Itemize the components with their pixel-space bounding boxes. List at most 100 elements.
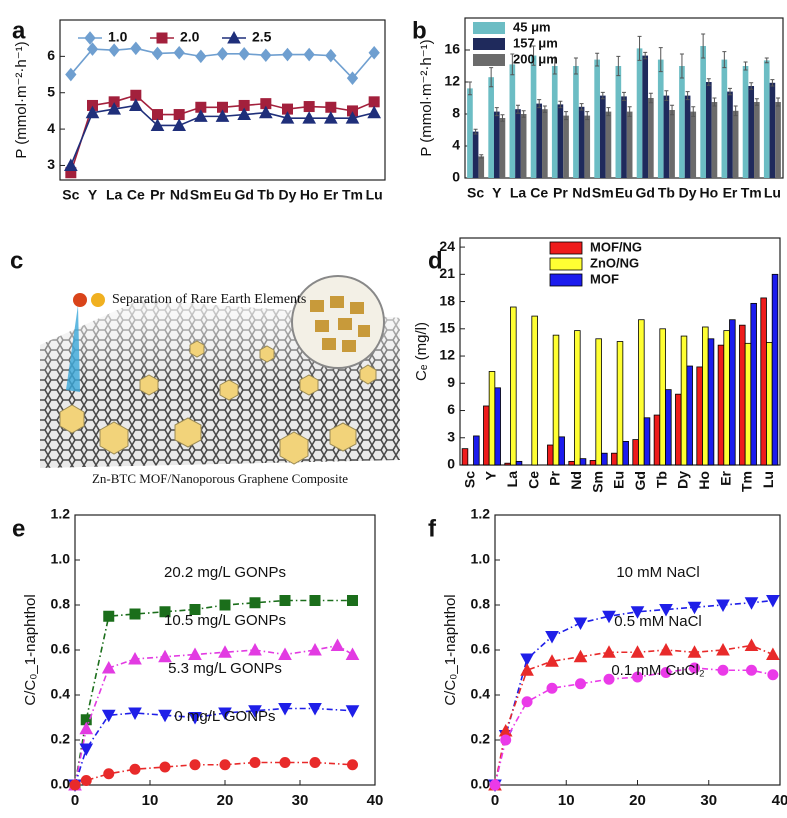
illustration-caption: Zn-BTC MOF/Nanoporous Graphene Composite bbox=[92, 471, 348, 486]
error-bar bbox=[542, 105, 547, 113]
x-tick-label: Nd bbox=[572, 185, 591, 201]
series-label: 10.5 mg/L GONPs bbox=[164, 612, 286, 629]
marker bbox=[189, 759, 201, 771]
marker bbox=[248, 642, 262, 656]
marker bbox=[347, 595, 358, 606]
error-bar bbox=[776, 97, 781, 107]
x-tick-label: Sc bbox=[461, 471, 477, 488]
legend-label: 45 μm bbox=[513, 19, 551, 34]
bar bbox=[771, 273, 779, 466]
panel-label: c bbox=[10, 247, 23, 274]
x-tick-label: Tm bbox=[342, 187, 363, 203]
series-label: 20.2 mg/L GONPs bbox=[164, 564, 286, 581]
y-axis-label: C/C₀_1-naphthol bbox=[22, 594, 39, 705]
y-tick-label: 0.8 bbox=[471, 596, 491, 612]
error-bar bbox=[701, 33, 706, 59]
error-bar bbox=[770, 79, 775, 87]
x-tick-label: Tb bbox=[653, 471, 669, 488]
marker bbox=[151, 46, 164, 61]
marker bbox=[309, 595, 321, 606]
panel-label: a bbox=[12, 17, 26, 44]
series-line bbox=[494, 667, 774, 786]
x-tick-label: Ce bbox=[525, 471, 541, 489]
marker bbox=[159, 606, 171, 618]
marker bbox=[368, 45, 380, 60]
y-axis-label: P (mmol·m⁻²·h⁻¹) bbox=[13, 41, 30, 158]
marker bbox=[128, 651, 142, 665]
error-bar bbox=[494, 107, 499, 117]
x-tick-label: 30 bbox=[700, 792, 717, 809]
legend-label: 157 μm bbox=[513, 35, 558, 50]
bar bbox=[611, 452, 618, 466]
x-tick-label: Tm bbox=[741, 185, 762, 201]
error-bar bbox=[749, 82, 754, 90]
error-bar bbox=[579, 103, 584, 111]
marker bbox=[603, 673, 615, 685]
marker bbox=[630, 606, 645, 619]
bar bbox=[558, 436, 565, 466]
bar bbox=[686, 365, 693, 466]
bar bbox=[769, 82, 776, 178]
x-tick-label: Gd bbox=[632, 471, 648, 490]
x-tick-label: 10 bbox=[142, 792, 159, 809]
bar bbox=[547, 444, 554, 466]
y-tick-label: 3 bbox=[447, 428, 455, 444]
legend-swatch bbox=[473, 38, 505, 50]
marker bbox=[659, 642, 673, 656]
marker bbox=[367, 105, 382, 119]
marker bbox=[249, 597, 261, 609]
marker bbox=[219, 759, 231, 771]
bar bbox=[723, 330, 730, 466]
x-tick-label: La bbox=[504, 471, 520, 488]
bar bbox=[721, 59, 728, 178]
marker bbox=[218, 645, 232, 658]
marker bbox=[545, 631, 559, 644]
bar bbox=[642, 55, 649, 178]
marker bbox=[303, 47, 315, 62]
x-tick-label: Dy bbox=[679, 185, 697, 201]
legend-marker bbox=[156, 32, 168, 44]
marker bbox=[69, 779, 81, 791]
marker bbox=[278, 647, 292, 660]
marker bbox=[308, 703, 322, 716]
y-tick-label: 12 bbox=[444, 73, 460, 89]
bar bbox=[584, 115, 591, 178]
bar bbox=[605, 111, 612, 178]
x-tick-label: Dy bbox=[279, 187, 297, 203]
marker bbox=[172, 118, 187, 131]
marker bbox=[325, 101, 337, 113]
error-bar bbox=[531, 45, 536, 66]
bar bbox=[748, 86, 755, 178]
y-tick-label: 4 bbox=[47, 120, 55, 136]
series-line bbox=[494, 644, 774, 786]
x-tick-label: Pr bbox=[150, 187, 165, 203]
series-label: 0.1 mM CuCl₂ bbox=[611, 662, 705, 679]
y-tick-label: 0.2 bbox=[51, 731, 71, 747]
inset-crystals bbox=[310, 296, 370, 352]
error-bar bbox=[712, 97, 717, 107]
x-tick-label: Eu bbox=[214, 187, 232, 203]
marker bbox=[632, 671, 643, 683]
marker bbox=[85, 105, 100, 119]
x-tick-label: Pr bbox=[553, 185, 568, 201]
marker bbox=[280, 111, 295, 124]
bar bbox=[530, 55, 537, 178]
x-tick-label: Eu bbox=[615, 185, 633, 201]
marker bbox=[520, 663, 534, 676]
error-bar bbox=[733, 105, 738, 117]
error-bar bbox=[728, 87, 732, 96]
plot-frame bbox=[59, 19, 386, 181]
error-bar bbox=[648, 92, 653, 104]
marker bbox=[573, 617, 588, 631]
error-bar bbox=[670, 104, 675, 116]
marker bbox=[237, 107, 252, 121]
marker bbox=[345, 705, 360, 718]
bar bbox=[727, 91, 733, 178]
marker bbox=[219, 599, 231, 611]
marker bbox=[717, 664, 729, 676]
y-tick-label: 9 bbox=[447, 374, 455, 390]
marker bbox=[281, 47, 294, 62]
error-bar bbox=[643, 51, 648, 60]
marker bbox=[107, 102, 122, 115]
x-axis-label: PV bbox=[214, 816, 236, 818]
